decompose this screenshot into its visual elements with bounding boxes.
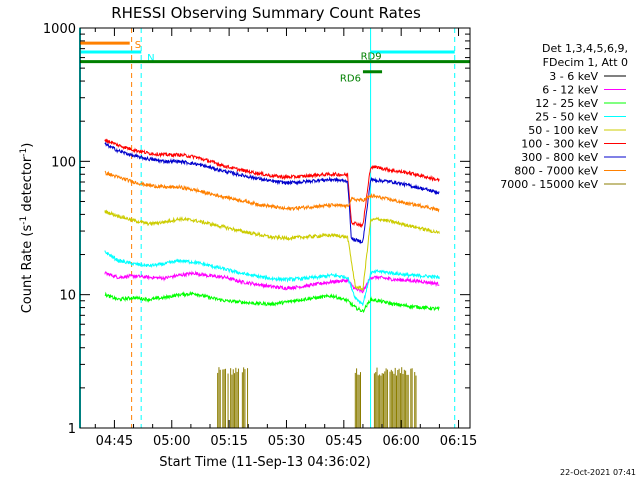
legend: Det 1,3,4,5,6,9, FDecim 1, Att 0 3 - 6 k… <box>500 42 628 191</box>
svg-text:Count Rate (s-1 detector-1): Count Rate (s-1 detector-1) <box>19 143 35 314</box>
legend-label-1: 6 - 12 keV <box>542 84 598 97</box>
series-line-3 <box>104 250 440 306</box>
attenuator-burst-2 <box>373 367 417 428</box>
series-line-6 <box>104 141 440 245</box>
annotation-label-rd6: RD6 <box>340 74 361 85</box>
chart-title: RHESSI Observing Summary Count Rates <box>111 4 421 22</box>
legend-label-3: 25 - 50 keV <box>535 111 598 124</box>
y-axis: 1 10 100 1000 <box>43 22 470 437</box>
y-axis-label-main: Count Rate (s <box>20 225 35 314</box>
series-line-4 <box>104 209 440 291</box>
attenuator-burst-1 <box>354 368 361 428</box>
x-tick-label-5: 06:00 <box>382 434 419 449</box>
y-axis-label-rest: detector <box>20 156 35 216</box>
legend-label-6: 300 - 800 keV <box>521 151 598 164</box>
x-tick-label-3: 05:30 <box>268 434 305 449</box>
series-line-5 <box>104 138 440 229</box>
footer-date: 22-Oct-2021 07:41 <box>560 468 636 477</box>
y-axis-label-sup-2: -1 <box>19 148 29 157</box>
legend-label-2: 12 - 25 keV <box>535 97 598 110</box>
x-tick-label-4: 05:45 <box>325 434 362 449</box>
legend-label-5: 100 - 300 keV <box>521 138 598 151</box>
y-axis-label-sup: -1 <box>19 216 29 225</box>
y-tick-label-0: 1 <box>68 422 76 437</box>
x-tick-label-1: 05:00 <box>153 434 190 449</box>
series-line-1 <box>104 270 440 294</box>
y-tick-label-3: 1000 <box>43 22 76 37</box>
y-axis-label-close: ) <box>20 143 35 148</box>
legend-label-0: 3 - 6 keV <box>549 70 598 83</box>
y-tick-label-2: 100 <box>51 155 76 170</box>
plot-frame <box>79 27 471 429</box>
x-axis-label: Start Time (11-Sep-13 04:36:02) <box>159 455 370 470</box>
legend-label-7: 800 - 7000 keV <box>514 165 598 178</box>
legend-header-line-2: FDecim 1, Att 0 <box>543 56 628 69</box>
annotation-label-rd9: RD9 <box>361 52 382 63</box>
y-tick-label-1: 10 <box>59 289 76 304</box>
y-axis-label: Count Rate (s-1 detector-1) <box>19 143 35 314</box>
legend-label-4: 50 - 100 keV <box>528 124 598 137</box>
x-tick-label-2: 05:15 <box>210 434 247 449</box>
series-line-7 <box>104 170 440 213</box>
annotation-label-n: N <box>147 53 154 64</box>
x-tick-label-0: 04:45 <box>96 434 133 449</box>
legend-label-8: 7000 - 15000 keV <box>500 178 598 191</box>
series-line-2 <box>104 290 440 314</box>
x-tick-label-6: 06:15 <box>440 434 477 449</box>
attenuator-burst-0 <box>217 367 249 428</box>
legend-header-line-1: Det 1,3,4,5,6,9, <box>542 42 628 55</box>
x-axis: 04:45 05:00 05:15 05:30 05:45 06:00 06:15 <box>94 28 477 449</box>
annotation-label-s: S <box>135 40 141 51</box>
